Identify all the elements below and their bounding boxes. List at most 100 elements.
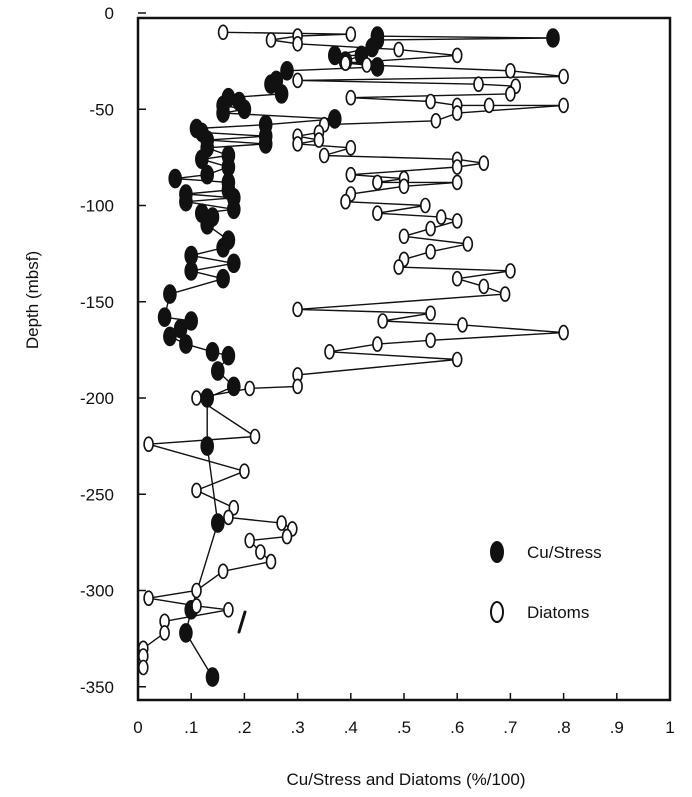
axis-ticks: 0 .1 .2 .3 .4 .5 .6 .7 .8 .9 1 0 -50 -100 -150 -200 -250… — [80, 4, 675, 737]
diatoms-point — [345, 89, 357, 106]
cu-stress-point — [200, 215, 214, 235]
diatoms-point — [425, 243, 436, 260]
diatoms-point — [159, 625, 170, 641]
plot-frame — [136, 16, 672, 702]
diatoms-point — [558, 68, 569, 85]
cu-stress-point — [227, 376, 241, 397]
y-axis-title: Depth (mbsf) — [23, 251, 42, 349]
x-tick-label: .4 — [344, 718, 358, 737]
diatoms-point — [425, 332, 436, 349]
cu-stress-point — [157, 307, 172, 328]
diatoms-point — [276, 515, 287, 531]
cu-stress-point — [370, 57, 385, 77]
diatoms-point — [462, 236, 474, 252]
diatoms-point — [143, 436, 154, 453]
y-tick-label: -100 — [80, 197, 114, 216]
diatoms-point — [451, 270, 463, 287]
diatoms-point — [255, 544, 266, 560]
x-axis-title: Cu/Stress and Diatoms (%/100) — [286, 770, 525, 789]
diatoms-point — [292, 72, 303, 89]
diatoms-point — [191, 598, 202, 614]
diatoms-point — [425, 93, 436, 110]
diatoms-point — [361, 57, 373, 73]
y-tick-label: -50 — [89, 100, 114, 119]
x-tick-label: .1 — [184, 718, 198, 737]
diatoms-point — [478, 155, 490, 171]
diatoms-point — [372, 336, 383, 352]
cu-stress-point — [327, 109, 342, 129]
legend-label-diatoms: Diatoms — [527, 603, 589, 622]
cu-stress-point — [195, 149, 209, 170]
diatoms-point — [143, 590, 154, 607]
diatoms-point — [324, 343, 335, 360]
diatoms-point — [340, 55, 351, 71]
cu-stress-point — [200, 164, 214, 185]
legend: Cu/Stress Diatoms — [490, 541, 602, 623]
cu-stress-point — [365, 37, 379, 58]
diatoms-point — [372, 205, 383, 221]
diatoms-point — [425, 220, 436, 237]
y-tick-label: -300 — [80, 582, 114, 601]
diatoms-point — [217, 563, 229, 580]
diatoms-point — [425, 305, 436, 322]
diatoms-point — [318, 147, 330, 164]
diatoms-point — [457, 317, 468, 333]
diatoms-point — [558, 324, 569, 341]
diatoms-point — [281, 528, 293, 545]
diatoms-point — [435, 209, 447, 225]
diatoms-point — [377, 313, 389, 329]
diatoms-point — [451, 47, 463, 64]
x-tick-label: .3 — [291, 718, 305, 737]
diatoms-point — [345, 26, 357, 43]
cu-stress-point — [280, 61, 294, 81]
legend-marker-diatoms — [490, 601, 504, 623]
diatoms-point — [430, 113, 442, 129]
x-tick-label: .2 — [237, 718, 251, 737]
cu-stress-point — [237, 99, 252, 120]
diatoms-point — [292, 35, 303, 52]
cu-stress-point — [264, 74, 278, 94]
diatoms-point — [223, 601, 234, 618]
x-tick-label: .8 — [557, 718, 571, 737]
cu-stress-point — [211, 361, 225, 381]
diatoms-point — [393, 259, 405, 275]
cu-stress-point — [168, 168, 182, 189]
cu-stress-point — [163, 284, 177, 304]
legend-label-cu-stress: Cu/Stress — [527, 543, 602, 562]
y-tick-label: 0 — [105, 4, 114, 23]
y-tick-label: -150 — [80, 293, 114, 312]
cu-stress-point — [205, 341, 220, 362]
cu-stress-point — [163, 326, 177, 347]
diatoms-point — [265, 32, 277, 48]
cu-stress-point — [274, 84, 289, 104]
diatoms-point — [398, 178, 410, 195]
diatoms-point — [340, 193, 351, 210]
diatoms-point — [138, 659, 149, 676]
x-tick-label: 0 — [133, 718, 142, 737]
diatoms-point — [244, 380, 255, 397]
cu-stress-point — [546, 28, 560, 48]
diatoms-point — [398, 228, 410, 245]
cu-stress-point — [184, 311, 198, 331]
cu-stress-point — [179, 334, 193, 354]
diatoms-point — [345, 166, 357, 183]
cu-stress-point — [216, 238, 230, 258]
cu-stress-point — [184, 261, 198, 281]
diatoms-point — [451, 351, 463, 368]
cu-stress-point — [200, 436, 214, 456]
cu-stress-point — [221, 345, 236, 366]
diatoms-point — [191, 390, 202, 406]
cu-stress-point — [205, 667, 220, 687]
diatoms-point — [505, 63, 516, 79]
diatoms-point — [451, 159, 463, 175]
x-tick-label: .6 — [450, 718, 464, 737]
stray-mark — [237, 610, 247, 634]
cu-stress-point — [216, 268, 230, 289]
diatoms-point — [345, 140, 357, 156]
cu-stress-point — [179, 191, 193, 212]
cu-stress-point — [258, 134, 273, 154]
diatoms-point — [265, 553, 277, 570]
cu-stress-point — [200, 388, 214, 408]
y-tick-label: -200 — [80, 389, 114, 408]
